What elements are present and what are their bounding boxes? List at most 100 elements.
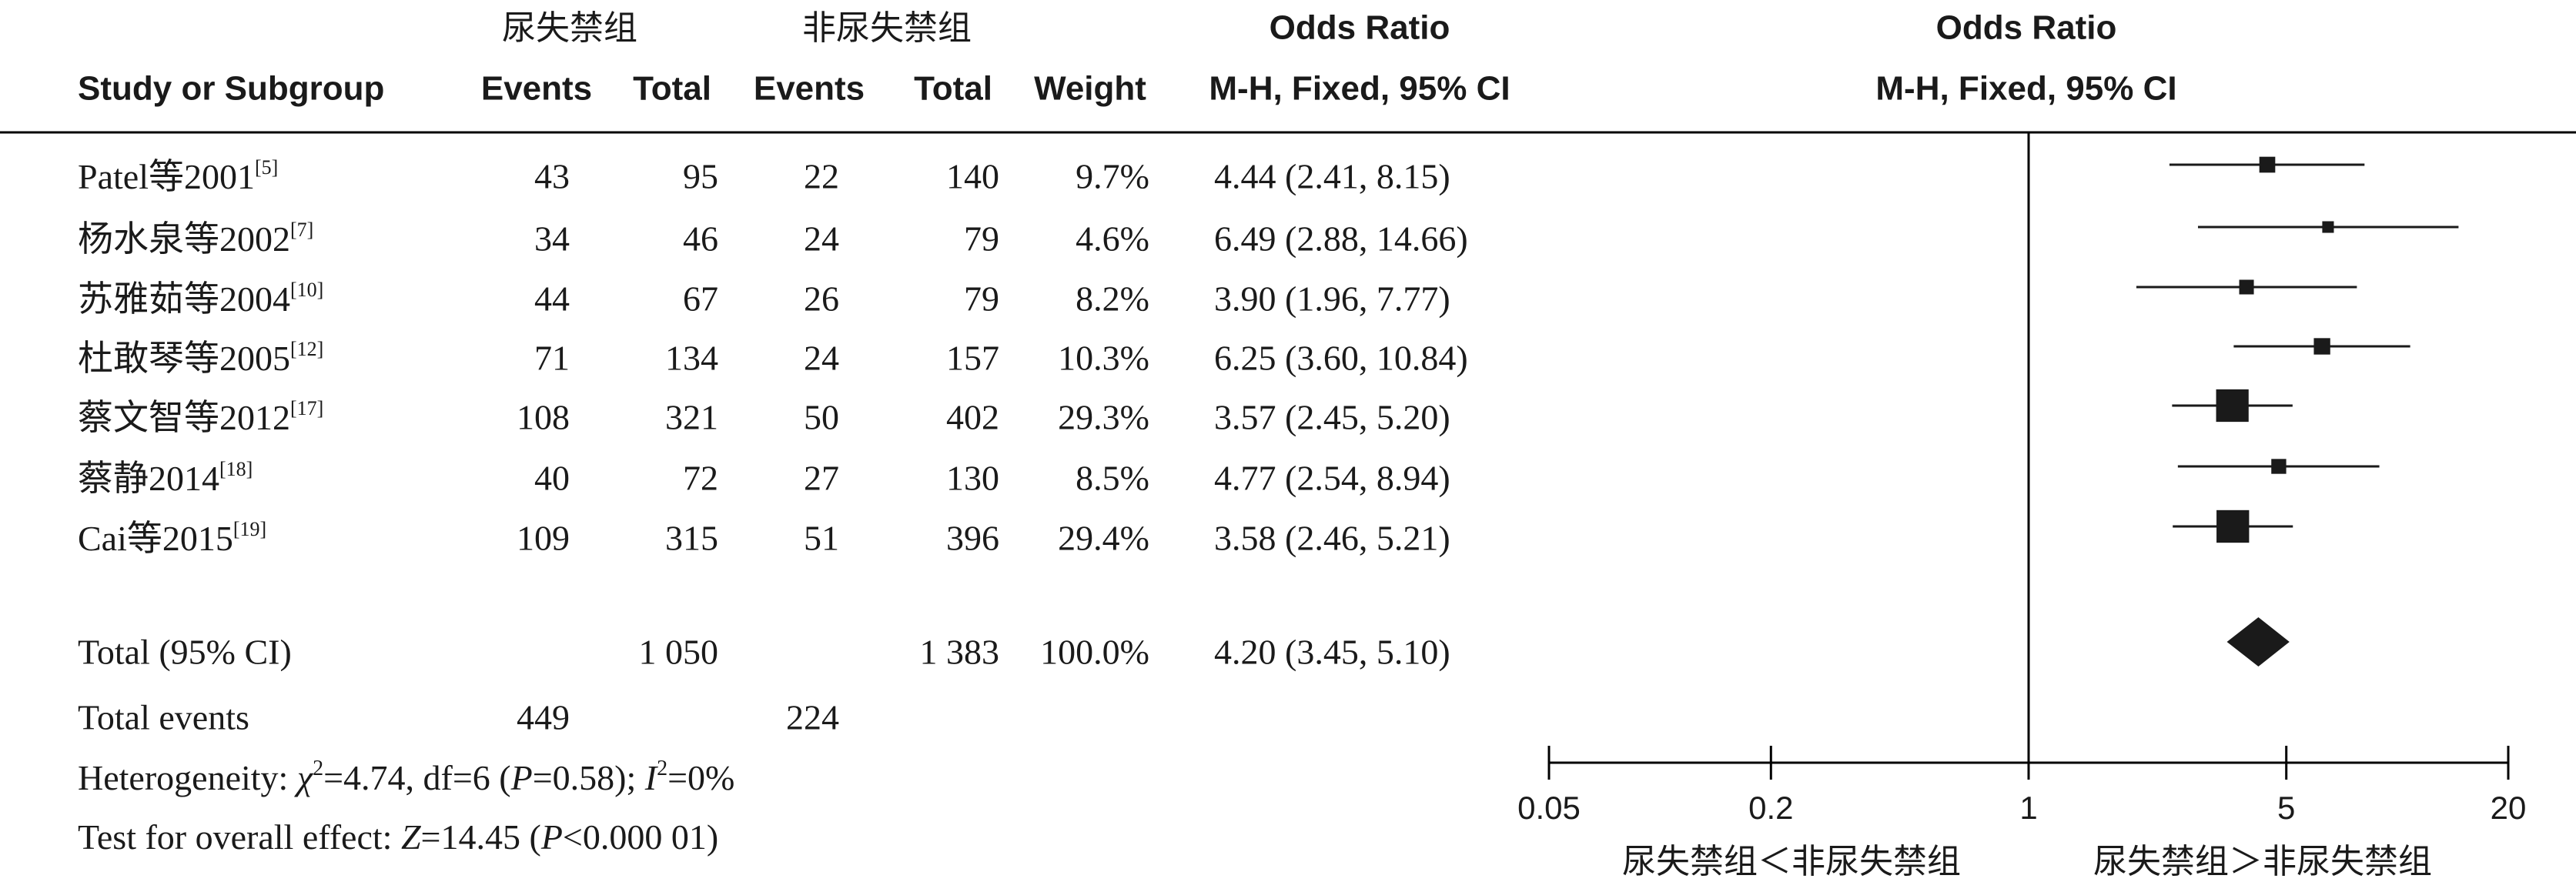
cell: 22 <box>804 157 839 196</box>
text-segment: =14.45 ( <box>421 817 541 857</box>
x-axis-label: 尿失禁组＜非尿失禁组 <box>1622 842 1961 881</box>
study-label: 蔡静2014 <box>78 459 219 498</box>
weight: 8.5% <box>1076 459 1149 498</box>
cell: 51 <box>804 519 839 558</box>
study-label: 蔡文智等2012 <box>78 398 290 437</box>
column-header: Events <box>481 70 592 108</box>
cell: 24 <box>804 219 839 259</box>
study-label: Cai等2015 <box>78 519 233 558</box>
x-tick-label: 0.2 <box>1748 790 1793 826</box>
cell: 27 <box>804 459 839 498</box>
point-estimate <box>2322 221 2334 233</box>
column-header: M-H, Fixed, 95% CI <box>1209 70 1510 108</box>
column-header: Study or Subgroup <box>78 70 384 108</box>
weight: 8.2% <box>1076 279 1149 319</box>
ci-label: 3.57 (2.45, 5.20) <box>1214 398 1450 437</box>
x-tick-label: 0.05 <box>1517 790 1581 826</box>
x-tick-label: 5 <box>2277 790 2295 826</box>
total-label: Total (95% CI) <box>78 633 292 672</box>
text-segment: I <box>644 758 659 797</box>
cell: 46 <box>683 219 718 259</box>
study-name: 蔡文智等2012[17] <box>78 397 323 437</box>
cell: 79 <box>964 279 999 319</box>
reference: [7] <box>290 219 313 241</box>
cell: 321 <box>665 398 718 437</box>
point-estimate <box>2239 279 2254 295</box>
text-segment: χ <box>294 758 314 797</box>
plot-header: Odds Ratio <box>1936 9 2117 47</box>
text-segment: 2 <box>313 757 323 780</box>
study-label: 杨水泉等2002 <box>78 219 290 259</box>
weight: 4.6% <box>1076 219 1149 259</box>
study-name: 苏雅茹等2004[10] <box>78 279 323 319</box>
column-header: Weight <box>1034 70 1146 108</box>
column-header: Odds Ratio <box>1270 9 1450 47</box>
column-header: Total <box>914 70 992 108</box>
ci-label: 3.90 (1.96, 7.77) <box>1214 279 1450 319</box>
pooled-diamond <box>2226 617 2290 666</box>
group-header: 尿失禁组 <box>502 8 637 48</box>
cell: 79 <box>964 219 999 259</box>
cell: 140 <box>946 157 999 196</box>
point-estimate <box>2216 389 2249 423</box>
text-segment: Test for overall effect: <box>78 817 401 857</box>
cell: 315 <box>665 519 718 558</box>
cell: 1 383 <box>920 633 1000 672</box>
x-tick-label: 20 <box>2491 790 2527 826</box>
point-estimate <box>2216 509 2250 543</box>
study-label: 苏雅茹等2004 <box>78 279 290 319</box>
text-segment: =4.74, df=6 ( <box>323 758 511 797</box>
group-header: 非尿失禁组 <box>802 8 972 48</box>
reference: [10] <box>290 279 323 301</box>
text-segment: Z <box>401 817 421 857</box>
cell: 224 <box>786 698 839 737</box>
text-segment: P <box>510 758 533 797</box>
cell: 67 <box>683 279 718 319</box>
cell: 26 <box>804 279 839 319</box>
study-name: Patel等2001[5] <box>78 156 278 196</box>
study-label: Patel等2001 <box>78 157 255 196</box>
cell: 1 050 <box>639 633 719 672</box>
reference: [18] <box>219 458 253 480</box>
cell: 24 <box>804 339 839 378</box>
plot-header: M-H, Fixed, 95% CI <box>1875 70 2176 108</box>
overall-effect: Test for overall effect: Z=14.45 (P<0.00… <box>78 817 718 857</box>
weight: 29.3% <box>1058 398 1149 437</box>
point-estimate <box>2259 156 2276 173</box>
cell: 157 <box>946 339 999 378</box>
events-label: Total events <box>78 698 249 737</box>
x-axis-label: 尿失禁组＞非尿失禁组 <box>2093 842 2432 881</box>
ci-label: 3.58 (2.46, 5.21) <box>1214 519 1450 558</box>
cell: 449 <box>517 698 570 737</box>
text-segment: =0% <box>667 758 734 797</box>
cell: 130 <box>946 459 999 498</box>
column-header: Events <box>754 70 865 108</box>
cell: 108 <box>517 398 570 437</box>
heterogeneity: Heterogeneity: χ2=4.74, df=6 (P=0.58); I… <box>78 757 734 797</box>
point-estimate <box>2313 338 2330 355</box>
cell: 95 <box>683 157 718 196</box>
study-name: 蔡静2014[18] <box>78 458 253 498</box>
text-segment: P <box>540 817 563 857</box>
text-segment: 2 <box>657 757 667 780</box>
cell: 402 <box>946 398 999 437</box>
cell: 71 <box>534 339 570 378</box>
ci-label: 6.25 (3.60, 10.84) <box>1214 339 1468 378</box>
reference: [17] <box>290 397 323 419</box>
ci-label: 4.20 (3.45, 5.10) <box>1214 633 1450 672</box>
cell: 43 <box>534 157 570 196</box>
cell: 40 <box>534 459 570 498</box>
cell: 109 <box>517 519 570 558</box>
cell: 50 <box>804 398 839 437</box>
reference: [5] <box>255 156 278 179</box>
cell: 134 <box>665 339 718 378</box>
cell: 72 <box>683 459 718 498</box>
text-segment: <0.000 01) <box>563 817 718 857</box>
x-tick-label: 1 <box>2019 790 2037 826</box>
study-name: 杨水泉等2002[7] <box>78 219 313 259</box>
ci-label: 6.49 (2.88, 14.66) <box>1214 219 1468 259</box>
weight: 10.3% <box>1058 339 1149 378</box>
point-estimate <box>2271 459 2287 474</box>
text-segment: Heterogeneity: <box>78 758 297 797</box>
